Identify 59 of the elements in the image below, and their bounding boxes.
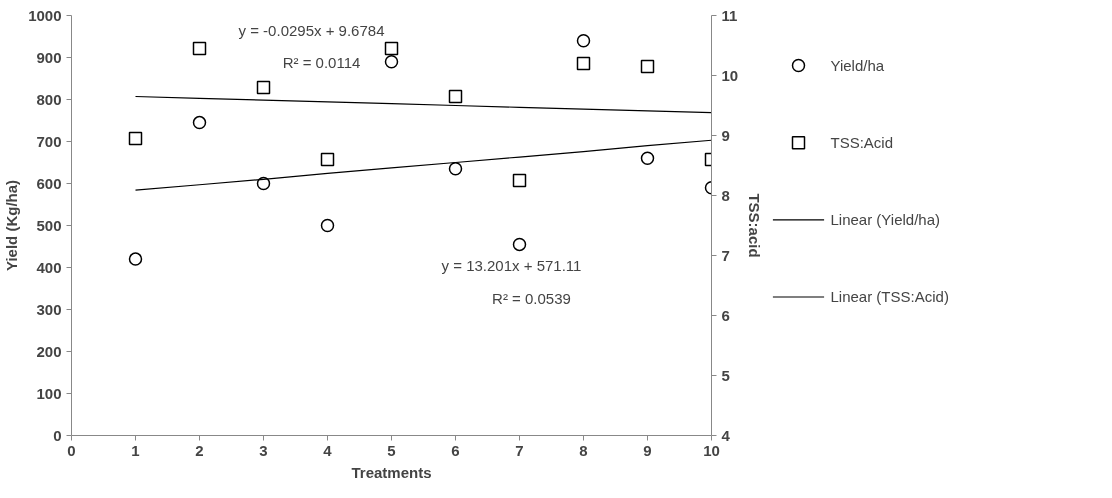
x-tick-label: 1	[131, 441, 140, 459]
x-tick-label: 7	[515, 441, 524, 459]
y-tick-label: 100	[36, 384, 62, 402]
y-tick-label: 600	[36, 174, 62, 192]
annotation: R² = 0.0114	[282, 54, 361, 71]
point	[384, 41, 399, 56]
point	[192, 41, 207, 56]
y2-tick-label: 10	[721, 66, 739, 84]
point	[576, 33, 591, 48]
point	[576, 56, 591, 71]
y2-tick-label: 9	[721, 126, 730, 144]
x-tick-label: 6	[451, 441, 460, 459]
x-tick-label: 3	[259, 441, 268, 459]
y-tick-label: 0	[53, 426, 62, 444]
y2-tick-label: 4	[721, 426, 731, 444]
point	[512, 237, 527, 252]
y2-tick-label: 5	[721, 366, 730, 384]
y2-tick-label: 6	[721, 306, 730, 324]
x-tick-label: 8	[579, 441, 588, 459]
point	[192, 115, 207, 130]
point	[320, 218, 335, 233]
legend-label: Linear (TSS:Acid)	[830, 288, 949, 306]
point	[256, 80, 271, 95]
point	[128, 252, 143, 266]
y-tick-label: 500	[36, 216, 62, 234]
legend-label: TSS:Acid	[830, 134, 894, 152]
x-tick-label: 10	[703, 441, 720, 459]
x-tick-label: 9	[643, 441, 652, 459]
line-series	[134, 139, 712, 191]
point	[640, 59, 655, 74]
point	[448, 162, 463, 176]
point	[384, 54, 399, 69]
y-tick-label: 400	[36, 258, 62, 276]
legend-label: Linear (Yield/ha)	[830, 211, 941, 229]
y-tick-label: 300	[36, 300, 62, 318]
y2-tick-label: 8	[721, 186, 730, 204]
y-tick-label: 700	[36, 132, 62, 150]
annotation: y = -0.0295x + 9.6784	[238, 22, 385, 39]
legend-label: Yield/ha	[830, 57, 885, 75]
point	[448, 89, 463, 104]
y2-axis-title: TSS:acid	[746, 193, 764, 258]
point	[320, 152, 335, 167]
point	[512, 173, 527, 188]
x-tick-label: 0	[67, 441, 76, 459]
x-tick-label: 5	[387, 441, 396, 459]
point	[128, 131, 143, 146]
y-axis-title: Yield (Kg/ha)	[3, 179, 21, 272]
y-tick-label: 200	[36, 342, 62, 360]
y-tick-label: 900	[36, 48, 62, 66]
point	[640, 151, 655, 166]
x-tick-label: 2	[195, 441, 204, 459]
y-tick-label: 800	[36, 90, 62, 108]
y2-tick-label: 11	[721, 6, 738, 24]
annotation: y = 13.201x + 571.11	[441, 257, 582, 274]
y-tick-label: 1000	[28, 6, 62, 24]
x-axis-title: Treatments	[351, 463, 432, 481]
x-tick-label: 4	[323, 441, 333, 459]
y2-tick-label: 7	[721, 246, 730, 264]
annotation: R² = 0.0539	[492, 290, 571, 307]
